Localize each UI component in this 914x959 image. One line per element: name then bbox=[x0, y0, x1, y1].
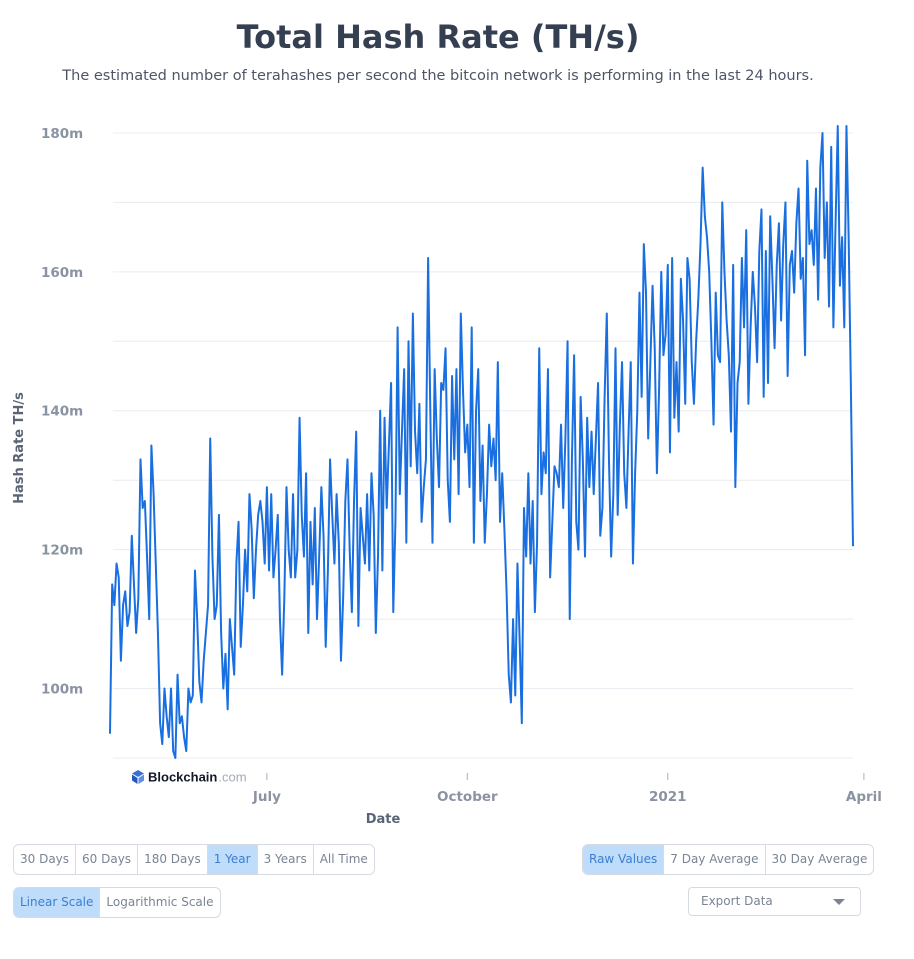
grid-lines bbox=[113, 132, 853, 759]
export-data-label: Export Data bbox=[701, 894, 773, 908]
y-tick-label: 100m bbox=[41, 682, 83, 698]
mode-7-day-average-button[interactable]: 7 Day Average bbox=[664, 845, 766, 874]
range-30-days-button[interactable]: 30 Days bbox=[14, 845, 77, 874]
x-tick-label: April bbox=[846, 789, 882, 805]
x-axis-ticks: July October 2021 April bbox=[252, 773, 882, 805]
x-tick-label: 2021 bbox=[649, 789, 687, 805]
range-3-years-button[interactable]: 3 Years bbox=[258, 845, 314, 874]
y-tick-label: 180m bbox=[41, 126, 83, 142]
x-tick-label: July bbox=[252, 789, 281, 805]
hash-rate-chart: 100m 120m 140m 160m 180m July October 2021 Apri… bbox=[12, 125, 882, 827]
range-60-days-button[interactable]: 60 Days bbox=[76, 845, 139, 874]
scale-selector: Linear Scale Logarithmic Scale bbox=[13, 887, 221, 918]
y-axis-label: Hash Rate TH/s bbox=[12, 392, 27, 504]
scale-linear-scale-button[interactable]: Linear Scale bbox=[14, 888, 101, 917]
range-180-days-button[interactable]: 180 Days bbox=[138, 845, 208, 874]
watermark-brand: Blockchain bbox=[148, 770, 217, 785]
value-mode-selector: Raw Values 7 Day Average 30 Day Average bbox=[582, 844, 875, 875]
mode-30-day-average-button[interactable]: 30 Day Average bbox=[771, 852, 868, 866]
chevron-down-icon bbox=[833, 899, 845, 905]
time-range-selector: 30 Days 60 Days 180 Days 1 Year 3 Years All T… bbox=[13, 844, 375, 875]
y-tick-label: 140m bbox=[41, 404, 83, 420]
series-line bbox=[109, 125, 854, 759]
scale-logarithmic-scale-button[interactable]: Logarithmic Scale bbox=[106, 895, 214, 909]
watermark-suffix: .com bbox=[218, 770, 246, 785]
blockchain-cube-icon bbox=[132, 770, 144, 784]
x-axis-label: Date bbox=[366, 812, 401, 827]
page-title: Total Hash Rate (TH/s) bbox=[236, 18, 640, 56]
y-axis-ticks: 100m 120m 140m 160m 180m bbox=[41, 126, 83, 698]
range-1-year-button[interactable]: 1 Year bbox=[207, 845, 258, 874]
mode-raw-values-button[interactable]: Raw Values bbox=[583, 845, 665, 874]
range-all-time-button[interactable]: All Time bbox=[319, 852, 368, 866]
y-tick-label: 160m bbox=[41, 265, 83, 281]
export-data-dropdown[interactable]: Export Data bbox=[688, 887, 861, 916]
y-tick-label: 120m bbox=[41, 543, 83, 559]
page-subtitle: The estimated number of terahashes per s… bbox=[62, 68, 814, 84]
watermark-logo: Blockchain .com bbox=[132, 770, 247, 785]
x-tick-label: October bbox=[437, 789, 498, 805]
